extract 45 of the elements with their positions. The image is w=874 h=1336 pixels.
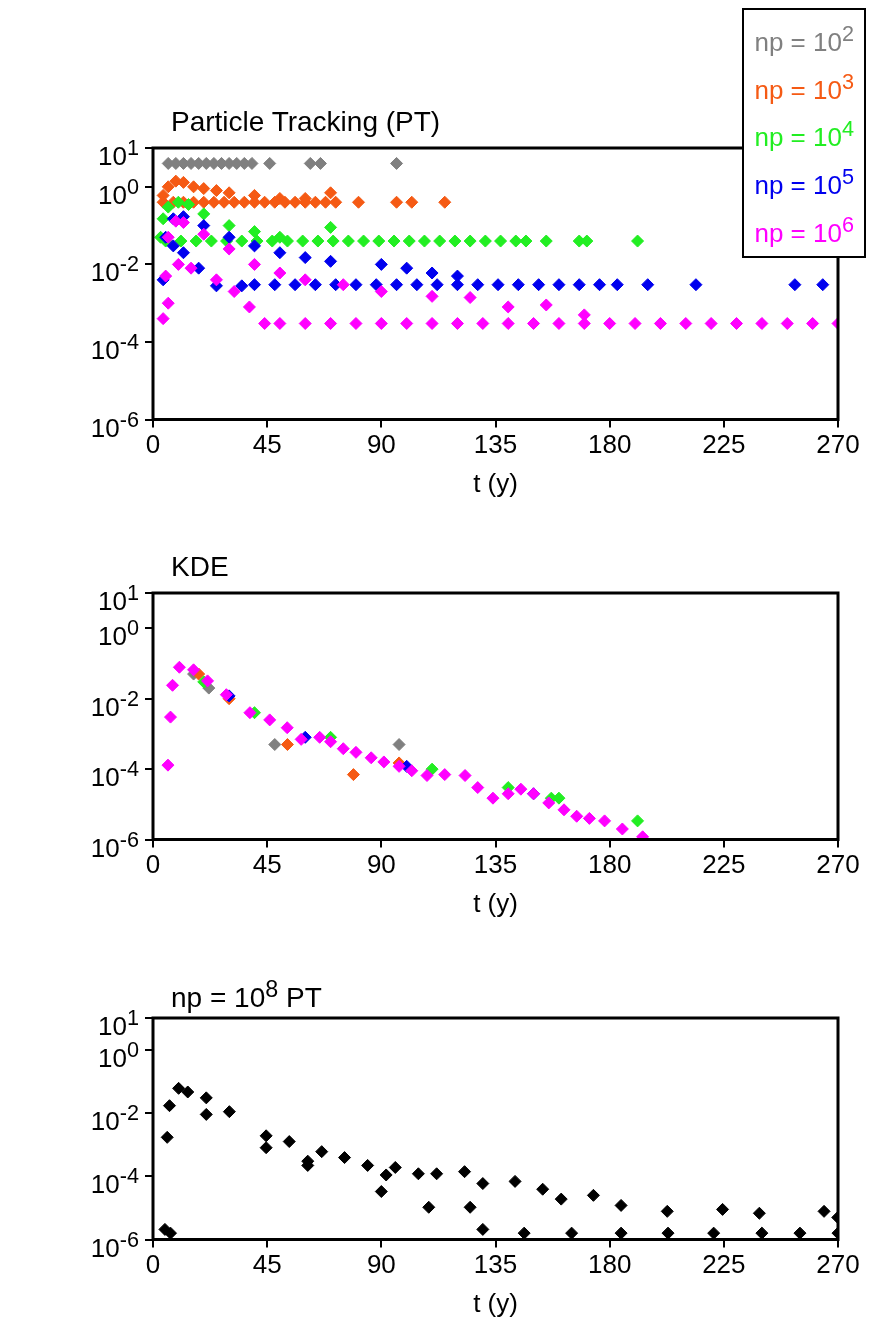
x-tick-label: 90 [366, 849, 396, 880]
x-tick-label: 180 [587, 849, 632, 880]
x-tick-label: 90 [366, 1249, 396, 1280]
x-tick-label: 270 [816, 429, 860, 460]
text: np = 10$^{3}$ [754, 67, 854, 107]
y-tick-label: 10$^{0}$ [98, 172, 139, 210]
x-tick-label: 45 [252, 849, 282, 880]
x-tick-label: 0 [145, 849, 161, 880]
y-tick-label: 10$^{-2}$ [90, 250, 139, 288]
text: np = 10$^{6}$ [754, 210, 854, 250]
y-tick-label: 10$^{-4}$ [90, 1162, 139, 1199]
chart-title: np = 10$^{8}$ PT [171, 976, 322, 1015]
x-tick-label: 90 [366, 429, 396, 460]
y-tick-label: 10$^{1}$ [98, 579, 139, 616]
text: np = 10$^{5}$ [754, 162, 854, 202]
x-tick-label: 225 [702, 849, 746, 880]
x-axis-title: t (y) [473, 467, 518, 498]
x-tick-label: 135 [473, 849, 518, 880]
x-axis-title: t (y) [473, 1287, 518, 1318]
x-tick-label: 180 [587, 429, 632, 460]
y-tick-label: 10$^{-2}$ [90, 684, 139, 722]
y-tick-label: 10$^{-6}$ [90, 405, 139, 443]
y-tick-label: 10$^{-6}$ [90, 825, 139, 863]
y-tick-label: 10$^{-6}$ [90, 1225, 139, 1263]
x-tick-label: 0 [145, 1249, 161, 1280]
chart-title: KDE [171, 551, 229, 583]
text: np = 10$^{4}$ [754, 115, 854, 154]
y-tick-label: 10$^{-4}$ [90, 755, 139, 792]
y-tick-label: 10$^{-2}$ [90, 1098, 139, 1136]
x-tick-label: 180 [587, 1249, 632, 1280]
y-tick-label: 10$^{1}$ [98, 134, 139, 171]
x-tick-label: 0 [145, 429, 161, 460]
x-axis-title: t (y) [473, 887, 518, 918]
chart-title: Particle Tracking (PT) [171, 106, 441, 138]
x-tick-label: 135 [473, 1249, 518, 1280]
x-tick-label: 270 [816, 849, 860, 880]
text: np = 10$^{2}$ [754, 20, 854, 59]
x-tick-label: 225 [702, 429, 746, 460]
x-tick-label: 270 [816, 1249, 860, 1280]
x-tick-label: 225 [702, 1249, 746, 1280]
y-tick-label: 10$^{-4}$ [90, 328, 139, 365]
y-tick-label: 10$^{0}$ [98, 615, 139, 651]
x-tick-label: 45 [252, 1249, 282, 1280]
x-tick-label: 45 [252, 429, 282, 460]
x-tick-label: 135 [473, 429, 518, 460]
